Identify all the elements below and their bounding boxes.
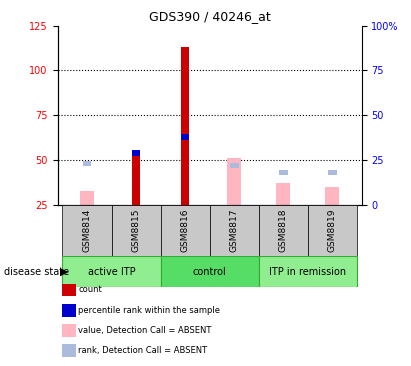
Text: GSM8816: GSM8816: [180, 209, 189, 252]
Text: percentile rank within the sample: percentile rank within the sample: [78, 306, 220, 314]
Bar: [210, 205, 259, 256]
Bar: [62, 256, 161, 287]
Text: GSM8814: GSM8814: [83, 209, 92, 252]
Bar: [132, 153, 141, 205]
Bar: [276, 183, 290, 205]
Bar: [132, 150, 141, 156]
Bar: [227, 158, 241, 205]
Bar: [308, 205, 357, 256]
Text: disease state: disease state: [4, 267, 69, 277]
Bar: [328, 170, 337, 175]
Text: control: control: [193, 267, 226, 277]
Text: active ITP: active ITP: [88, 267, 135, 277]
Text: GSM8815: GSM8815: [132, 209, 141, 252]
Bar: [259, 256, 357, 287]
Text: ITP in remission: ITP in remission: [269, 267, 346, 277]
Title: GDS390 / 40246_at: GDS390 / 40246_at: [149, 10, 270, 23]
Bar: [83, 161, 91, 167]
Bar: [279, 170, 288, 175]
Text: count: count: [78, 285, 102, 294]
Text: GSM8818: GSM8818: [279, 209, 288, 252]
Bar: [326, 187, 339, 205]
Bar: [161, 256, 259, 287]
Bar: [161, 205, 210, 256]
Bar: [181, 134, 189, 139]
Text: ▶: ▶: [60, 267, 68, 277]
Bar: [230, 163, 238, 168]
Bar: [80, 191, 94, 205]
Bar: [62, 205, 111, 256]
Text: rank, Detection Call = ABSENT: rank, Detection Call = ABSENT: [78, 346, 207, 355]
Text: value, Detection Call = ABSENT: value, Detection Call = ABSENT: [78, 326, 212, 335]
Text: GSM8819: GSM8819: [328, 209, 337, 252]
Bar: [181, 47, 189, 205]
Text: GSM8817: GSM8817: [230, 209, 239, 252]
Bar: [111, 205, 161, 256]
Bar: [259, 205, 308, 256]
